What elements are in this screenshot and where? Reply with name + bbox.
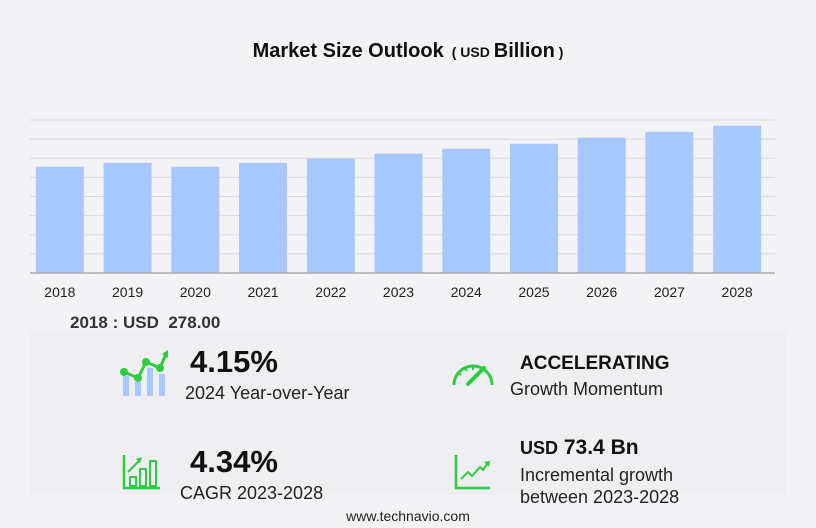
bar-2019 (103, 162, 152, 273)
bar-2026 (577, 137, 626, 273)
cagr-value: 4.34% (190, 444, 278, 479)
x-tick-label: 2026 (586, 284, 617, 300)
cagr-chart-icon (122, 455, 160, 490)
x-tick-label: 2022 (315, 284, 346, 300)
bar-2022 (306, 158, 355, 273)
increment-label-1: Incremental growth (520, 465, 674, 485)
momentum-label: Growth Momentum (510, 379, 664, 399)
x-tick-label: 2024 (451, 284, 482, 300)
title-text: Market Size Outlook (252, 40, 444, 62)
base-year-label: 2018 : USD 278.00 (70, 313, 221, 332)
bar-2028 (713, 125, 762, 273)
bar-2018 (35, 166, 84, 273)
chart-title: Market Size Outlook ( USD Billion ) (0, 40, 816, 63)
bar-2025 (509, 143, 558, 273)
x-tick-label: 2028 (722, 284, 753, 300)
growth-chart-icon (120, 350, 168, 396)
increment-value: USD 73.4 Bn (520, 436, 639, 459)
yoy-value: 4.15% (190, 344, 278, 379)
yoy-label: 2024 Year-over-Year (185, 383, 350, 403)
cagr-label: CAGR 2023-2028 (180, 483, 324, 503)
bar-chart: 2018 2019 2020 2021 2022 2023 2024 2025 2026 2027… (30, 119, 775, 300)
x-tick-label: 2018 (44, 284, 75, 300)
unit-text: Billion (493, 40, 555, 62)
x-tick-label: 2023 (383, 284, 414, 300)
x-tick-label: 2020 (180, 284, 211, 300)
bar-2021 (239, 162, 288, 273)
title-unit: ( USD Billion ) (451, 40, 564, 62)
speedometer-icon (452, 364, 494, 386)
bar-2024 (442, 148, 491, 273)
x-tick-label: 2027 (654, 284, 685, 300)
bar-2023 (374, 153, 423, 273)
x-tick-label: 2021 (247, 284, 278, 300)
increment-label-2: between 2023-2028 (520, 487, 680, 507)
incremental-growth-icon (454, 455, 490, 490)
momentum-value: ACCELERATING (520, 353, 670, 374)
unit-prefix: USD (460, 44, 490, 60)
bar-2027 (645, 131, 694, 273)
x-tick-label: 2025 (518, 284, 549, 300)
x-tick-label: 2019 (112, 284, 143, 300)
footer-url[interactable]: www.technavio.com (346, 508, 470, 524)
bar-2020 (171, 166, 220, 273)
